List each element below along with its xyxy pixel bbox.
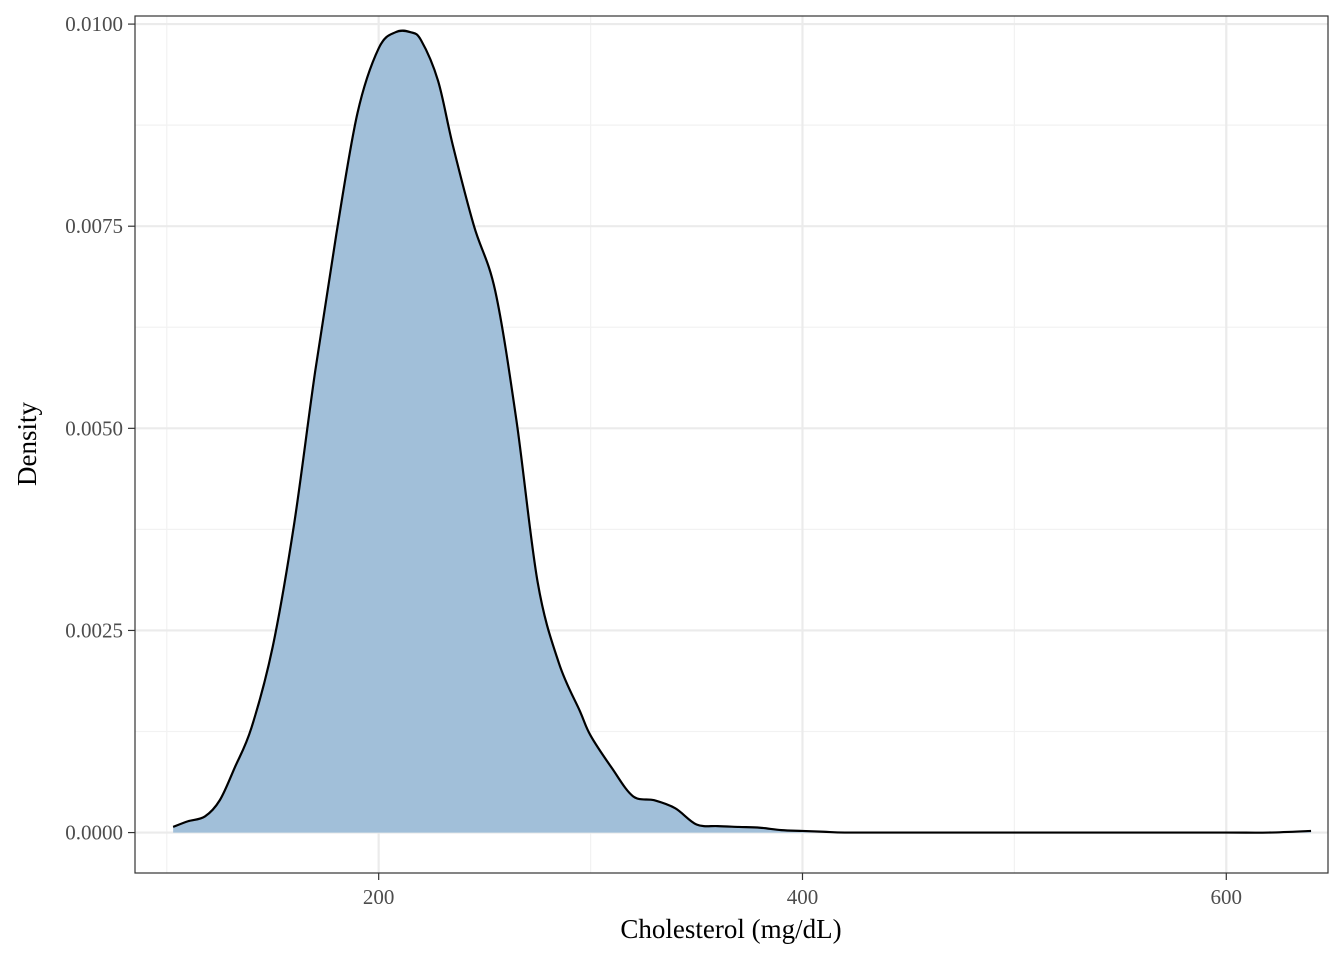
y-tick-label: 0.0075 [65, 214, 123, 238]
plot-panel-border [134, 15, 1329, 874]
x-tick-label: 600 [1211, 885, 1243, 909]
density-marks [172, 29, 1312, 834]
density-line [172, 29, 1312, 834]
y-axis: 0.0000 0.0025 0.0050 0.0075 0.0100 [65, 12, 135, 845]
x-axis-title: Cholesterol (mg/dL) [620, 914, 841, 944]
x-tick-label: 400 [787, 885, 819, 909]
y-tick-label: 0.0050 [65, 416, 123, 440]
y-axis-title: Density [12, 402, 42, 486]
y-tick-label: 0.0000 [65, 821, 123, 845]
y-tick-label: 0.0100 [65, 12, 123, 36]
y-tick-label: 0.0025 [65, 618, 123, 642]
density-area [173, 30, 1312, 833]
x-axis: 200 400 600 [363, 873, 1242, 909]
x-tick-label: 200 [363, 885, 395, 909]
